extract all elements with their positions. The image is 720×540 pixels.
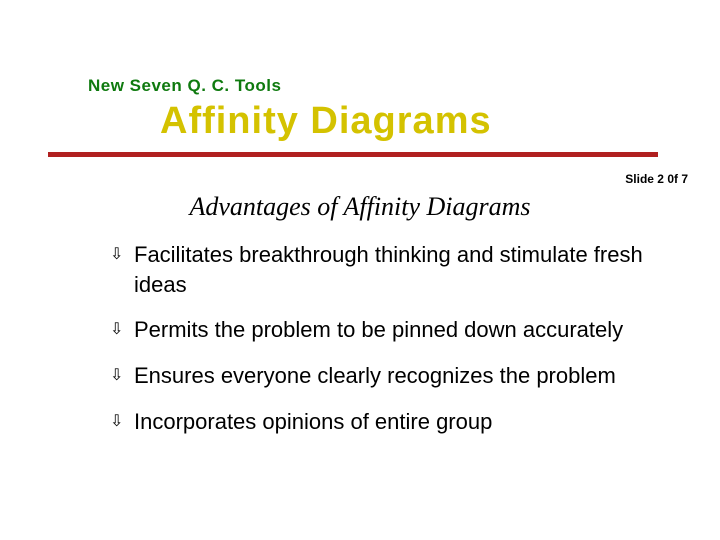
title-text: Affinity Diagrams bbox=[160, 100, 492, 142]
bullet-marker-icon: ⇩ bbox=[110, 315, 134, 345]
slide-counter: Slide 2 0f 7 bbox=[625, 172, 688, 186]
slide-subtitle: Advantages of Affinity Diagrams bbox=[0, 192, 720, 222]
bullet-marker-icon: ⇩ bbox=[110, 407, 134, 437]
bullet-marker-icon: ⇩ bbox=[110, 361, 134, 391]
list-item: ⇩ Permits the problem to be pinned down … bbox=[110, 315, 650, 345]
list-item: ⇩ Ensures everyone clearly recognizes th… bbox=[110, 361, 650, 391]
bullet-list: ⇩ Facilitates breakthrough thinking and … bbox=[110, 240, 650, 453]
subtitle-text: Advantages of Affinity Diagrams bbox=[189, 192, 530, 221]
bullet-text: Ensures everyone clearly recognizes the … bbox=[134, 361, 650, 391]
list-item: ⇩ Facilitates breakthrough thinking and … bbox=[110, 240, 650, 299]
slide-container: New Seven Q. C. Tools Affinity Diagrams … bbox=[0, 0, 720, 540]
bullet-text: Incorporates opinions of entire group bbox=[134, 407, 650, 437]
list-item: ⇩ Incorporates opinions of entire group bbox=[110, 407, 650, 437]
title-underline bbox=[48, 152, 658, 157]
pretitle-text: New Seven Q. C. Tools bbox=[88, 76, 281, 95]
slide-counter-text: Slide 2 0f 7 bbox=[625, 172, 688, 186]
slide-pretitle: New Seven Q. C. Tools bbox=[88, 76, 281, 96]
slide-title: Affinity Diagrams bbox=[160, 100, 492, 143]
bullet-marker-icon: ⇩ bbox=[110, 240, 134, 270]
bullet-text: Permits the problem to be pinned down ac… bbox=[134, 315, 650, 345]
bullet-text: Facilitates breakthrough thinking and st… bbox=[134, 240, 650, 299]
